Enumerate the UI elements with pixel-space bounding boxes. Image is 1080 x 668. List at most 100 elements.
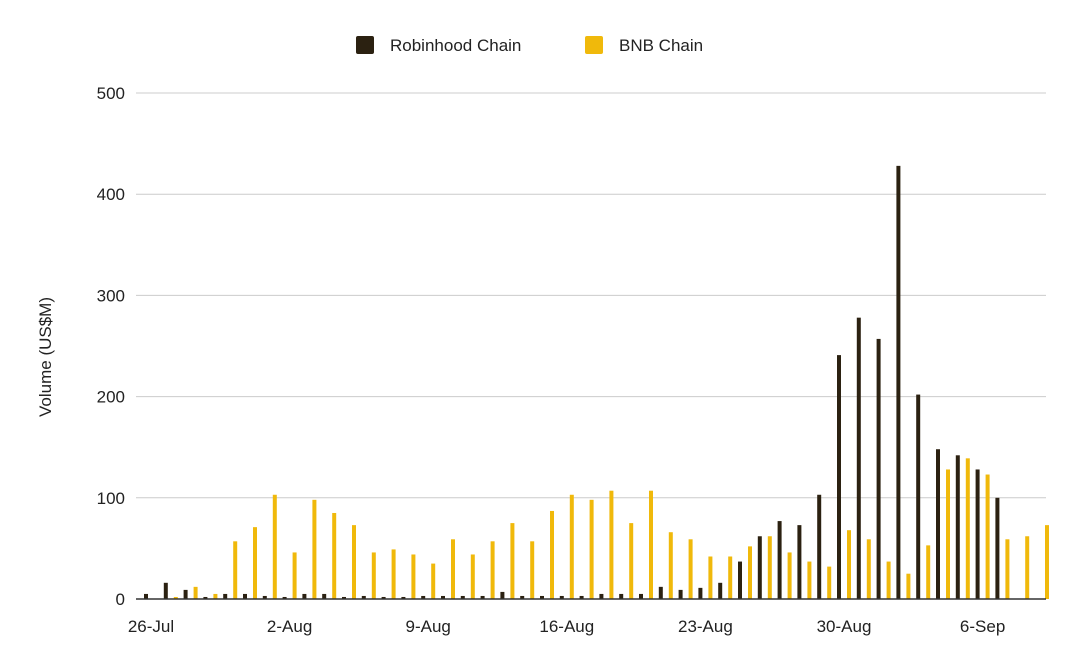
bar-robinhood-chain-11-Aug — [460, 595, 465, 599]
bar-robinhood-chain-25-Aug — [738, 561, 742, 599]
bar-robinhood-chain-5-Sep — [955, 455, 960, 599]
bar-bnb-chain-3-Sep — [926, 545, 931, 599]
bar-robinhood-chain-29-Jul — [203, 596, 208, 599]
x-axis-ticks: 26-Jul 2-Aug 9-Aug 16-Aug 23-Aug 30-Aug 6-Sep — [128, 617, 1005, 636]
bar-robinhood-chain-14-Aug — [520, 595, 525, 599]
bar-bnb-chain-29-Aug — [827, 566, 832, 599]
bar-bnb-chain-1-Aug — [272, 494, 277, 599]
bar-bnb-chain-21-Aug — [668, 532, 673, 599]
bar-bnb-chain-9-Sep — [1045, 525, 1049, 599]
bar-bnb-chain-23-Aug — [708, 556, 713, 599]
bar-bnb-chain-22-Aug — [688, 539, 693, 599]
bar-robinhood-chain-2-Sep — [896, 165, 901, 599]
bar-bnb-chain-8-Aug — [411, 554, 416, 599]
y-tick-label-100: 100 — [97, 489, 125, 508]
bar-robinhood-chain-28-Aug — [797, 525, 802, 599]
bar-robinhood-chain-15-Aug — [540, 595, 544, 599]
bar-bnb-chain-11-Aug — [470, 554, 475, 599]
legend: Robinhood Chain BNB Chain — [356, 36, 703, 55]
bar-robinhood-chain-27-Aug — [777, 521, 782, 599]
bar-bnb-chain-2-Sep — [906, 573, 911, 599]
bar-robinhood-chain-20-Aug — [639, 593, 643, 599]
bar-bnb-chain-24-Aug — [728, 556, 733, 599]
bar-bnb-chain-10-Aug — [451, 539, 455, 599]
bar-robinhood-chain-7-Sep — [995, 497, 1000, 599]
x-tick-label-9-Aug: 9-Aug — [406, 617, 451, 636]
legend-label-bnb-chain: BNB Chain — [619, 36, 703, 55]
bar-robinhood-chain-4-Aug — [322, 593, 327, 599]
bar-robinhood-chain-29-Aug — [817, 494, 822, 599]
bar-bnb-chain-31-Aug — [866, 539, 871, 599]
bar-bnb-chain-14-Aug — [530, 541, 535, 599]
bar-bnb-chain-7-Sep — [1005, 539, 1010, 599]
bar-robinhood-chain-28-Jul — [183, 589, 188, 599]
bar-robinhood-chain-26-Jul — [144, 593, 148, 599]
bar-bnb-chain-27-Jul — [173, 596, 178, 599]
bar-robinhood-chain-2-Aug — [282, 596, 287, 599]
x-tick-label-23-Aug: 23-Aug — [678, 617, 733, 636]
x-tick-label-26-Jul: 26-Jul — [128, 617, 174, 636]
bar-bnb-chain-2-Aug — [292, 552, 297, 599]
bar-robinhood-chain-31-Aug — [856, 317, 861, 599]
bar-bnb-chain-30-Aug — [847, 530, 851, 599]
bar-bnb-chain-19-Aug — [629, 523, 634, 599]
bar-bnb-chain-5-Aug — [352, 525, 356, 599]
bar-bnb-chain-8-Sep — [1025, 536, 1030, 599]
bar-robinhood-chain-31-Jul — [243, 593, 247, 599]
bar-bnb-chain-16-Aug — [569, 494, 574, 599]
bar-robinhood-chain-30-Jul — [223, 593, 228, 599]
bar-bnb-chain-29-Jul — [213, 593, 218, 599]
y-tick-label-500: 500 — [97, 84, 125, 103]
legend-swatch-robinhood-chain — [356, 36, 374, 54]
bar-robinhood-chain-16-Aug — [559, 595, 564, 599]
bar-bnb-chain-17-Aug — [589, 499, 594, 599]
bar-bnb-chain-26-Aug — [767, 536, 772, 599]
bar-robinhood-chain-9-Aug — [421, 595, 426, 599]
bar-robinhood-chain-27-Jul — [163, 582, 168, 599]
bar-robinhood-chain-3-Aug — [302, 593, 307, 599]
bar-robinhood-chain-3-Sep — [916, 394, 921, 599]
bar-bnb-chain-7-Aug — [391, 549, 396, 599]
y-tick-label-300: 300 — [97, 286, 125, 305]
bar-robinhood-chain-18-Aug — [599, 593, 604, 599]
bar-robinhood-chain-22-Aug — [678, 589, 683, 599]
bar-robinhood-chain-4-Sep — [936, 449, 940, 599]
bar-bnb-chain-27-Aug — [787, 552, 792, 599]
bar-bnb-chain-13-Aug — [510, 523, 515, 599]
bar-robinhood-chain-30-Aug — [837, 355, 841, 599]
bar-robinhood-chain-5-Aug — [342, 596, 346, 599]
bar-bnb-chain-25-Aug — [748, 546, 752, 599]
y-tick-label-200: 200 — [97, 388, 125, 407]
bar-robinhood-chain-6-Sep — [975, 469, 980, 599]
x-tick-label-6-Sep: 6-Sep — [960, 617, 1005, 636]
bar-bnb-chain-9-Aug — [431, 563, 436, 599]
y-axis-ticks: 0 100 200 300 400 500 — [97, 84, 125, 609]
bar-bnb-chain-4-Aug — [332, 512, 337, 599]
y-tick-label-0: 0 — [116, 590, 125, 609]
y-tick-label-400: 400 — [97, 185, 125, 204]
gridlines — [136, 92, 1046, 499]
bar-robinhood-chain-1-Aug — [262, 595, 267, 599]
bar-robinhood-chain-23-Aug — [698, 587, 703, 599]
bar-robinhood-chain-26-Aug — [757, 536, 762, 599]
y-axis-label: Volume (US$M) — [36, 297, 55, 417]
x-tick-label-30-Aug: 30-Aug — [817, 617, 872, 636]
bar-bnb-chain-20-Aug — [649, 490, 653, 599]
bar-bnb-chain-15-Aug — [550, 510, 554, 599]
bar-robinhood-chain-1-Sep — [876, 338, 881, 599]
legend-swatch-bnb-chain — [585, 36, 603, 54]
bar-robinhood-chain-13-Aug — [500, 591, 505, 599]
bar-bnb-chain-28-Aug — [807, 561, 812, 599]
bar-bnb-chain-4-Sep — [946, 469, 950, 599]
bar-robinhood-chain-17-Aug — [579, 595, 584, 599]
bar-robinhood-chain-21-Aug — [658, 586, 663, 599]
bar-bnb-chain-6-Aug — [371, 552, 376, 599]
legend-label-robinhood-chain: Robinhood Chain — [390, 36, 521, 55]
x-tick-label-2-Aug: 2-Aug — [267, 617, 312, 636]
bar-robinhood-chain-6-Aug — [361, 595, 366, 599]
bar-robinhood-chain-19-Aug — [619, 593, 624, 599]
bar-robinhood-chain-10-Aug — [441, 595, 445, 599]
bar-bnb-chain-31-Jul — [253, 527, 257, 599]
bar-bnb-chain-12-Aug — [490, 541, 495, 599]
